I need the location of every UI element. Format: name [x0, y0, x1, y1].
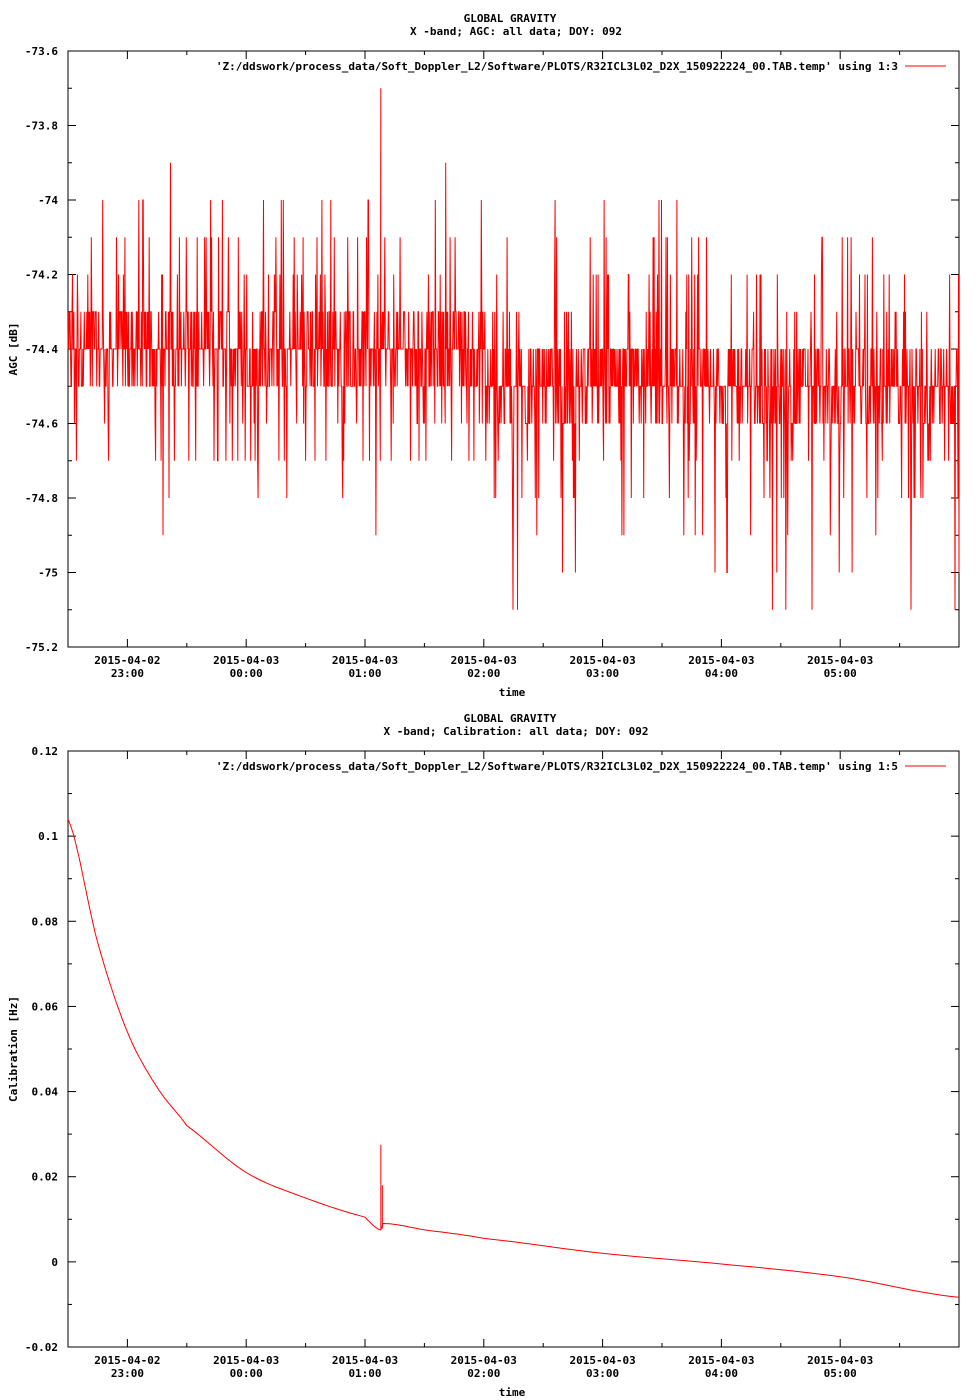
y-tick: -0.02 [25, 1341, 959, 1354]
agc-y-axis-label: AGC [dB] [7, 323, 20, 376]
y-tick: -74.6 [25, 418, 959, 431]
y-tick: 0.1 [38, 830, 959, 843]
x-tick-date-label: 2015-04-03 [332, 654, 398, 667]
x-tick-time-label: 23:00 [111, 1367, 144, 1380]
x-tick-date-label: 2015-04-03 [213, 654, 279, 667]
x-tick-date-label: 2015-04-03 [807, 1354, 873, 1367]
x-tick-date-label: 2015-04-03 [569, 654, 635, 667]
y-tick: 0.02 [32, 1171, 959, 1184]
agc-chart: GLOBAL GRAVITY X -band; AGC: all data; D… [7, 12, 960, 699]
x-tick-date-label: 2015-04-02 [94, 654, 160, 667]
agc-chart-subtitle: X -band; AGC: all data; DOY: 092 [410, 25, 622, 38]
x-tick-date-label: 2015-04-03 [451, 654, 517, 667]
y-tick-label: 0.04 [32, 1086, 59, 1099]
y-tick: 0 [51, 1256, 959, 1269]
x-tick-time-label: 02:00 [467, 667, 500, 680]
y-tick: -75.2 [25, 641, 959, 654]
calibration-chart-subtitle: X -band; Calibration: all data; DOY: 092 [384, 725, 649, 738]
y-tick-label: -74 [38, 194, 58, 207]
x-tick-time-label: 04:00 [705, 1367, 738, 1380]
x-tick-time-label: 00:00 [230, 667, 263, 680]
x-tick-date-label: 2015-04-03 [451, 1354, 517, 1367]
y-tick: -75 [38, 567, 959, 580]
y-tick-label: -0.02 [25, 1341, 58, 1354]
y-tick-label: 0.1 [38, 830, 58, 843]
calibration-x-axis: 2015-04-0223:002015-04-0300:002015-04-03… [67, 751, 901, 1380]
x-tick-time-label: 00:00 [230, 1367, 263, 1380]
y-tick-label: -74.4 [25, 343, 58, 356]
y-tick-label: -74.8 [25, 492, 58, 505]
agc-y-axis: -73.6 -73.8 -74 -74.2 -74.4 -74.6 -74.8 -75 -75.… [25, 45, 959, 654]
agc-data-line [67, 88, 960, 610]
calibration-legend-label: 'Z:/ddswork/process_data/Soft_Doppler_L2… [216, 760, 898, 773]
x-tick-date-label: 2015-04-03 [332, 1354, 398, 1367]
y-tick-label: -73.8 [25, 120, 58, 133]
x-tick-time-label: 03:00 [586, 1367, 619, 1380]
y-tick: -74 [38, 194, 959, 207]
y-tick-label: -74.2 [25, 269, 58, 282]
x-tick-time-label: 01:00 [348, 667, 381, 680]
x-tick-time-label: 23:00 [111, 667, 144, 680]
y-tick-label: -74.6 [25, 418, 58, 431]
y-tick-label: -75.2 [25, 641, 58, 654]
y-tick-label: 0.02 [32, 1171, 59, 1184]
x-tick-date-label: 2015-04-03 [213, 1354, 279, 1367]
y-tick: 0.04 [32, 1086, 959, 1099]
x-tick-time-label: 01:00 [348, 1367, 381, 1380]
calibration-chart-title: GLOBAL GRAVITY [464, 712, 557, 725]
x-tick-time-label: 05:00 [824, 667, 857, 680]
x-tick-date-label: 2015-04-02 [94, 1354, 160, 1367]
x-tick-date-label: 2015-04-03 [688, 654, 754, 667]
y-tick: 0.12 [32, 745, 959, 758]
y-tick-label: -75 [38, 567, 58, 580]
y-tick: -73.6 [25, 45, 959, 58]
calibration-data-line [67, 818, 960, 1298]
agc-series-line [67, 88, 960, 610]
x-tick-date-label: 2015-04-03 [688, 1354, 754, 1367]
y-tick-label: 0.08 [32, 915, 59, 928]
calibration-chart: GLOBAL GRAVITY X -band; Calibration: all… [7, 712, 960, 1399]
y-tick: -73.8 [25, 120, 959, 133]
y-tick: 0.08 [32, 915, 959, 928]
calibration-series-line [67, 818, 960, 1298]
y-tick-label: 0 [51, 1256, 58, 1269]
y-tick-label: 0.12 [32, 745, 59, 758]
calibration-y-axis-label: Calibration [Hz] [7, 996, 20, 1102]
agc-x-axis: 2015-04-0223:002015-04-0300:002015-04-03… [67, 51, 901, 680]
y-tick: -74.2 [25, 269, 959, 282]
y-tick: -74.8 [25, 492, 959, 505]
agc-chart-title: GLOBAL GRAVITY [464, 12, 557, 25]
calibration-x-axis-label: time [499, 1386, 526, 1399]
x-tick-time-label: 05:00 [824, 1367, 857, 1380]
y-tick-label: 0.06 [32, 1000, 59, 1013]
y-tick-label: -73.6 [25, 45, 58, 58]
agc-x-axis-label: time [499, 686, 526, 699]
agc-legend-label: 'Z:/ddswork/process_data/Soft_Doppler_L2… [216, 60, 898, 73]
x-tick-time-label: 02:00 [467, 1367, 500, 1380]
x-tick-date-label: 2015-04-03 [807, 654, 873, 667]
x-tick-time-label: 03:00 [586, 667, 619, 680]
x-tick-date-label: 2015-04-03 [569, 1354, 635, 1367]
calibration-y-axis: 0.12 0.1 0.08 0.06 0.04 0.02 0 -0.02 [25, 745, 959, 1354]
y-tick: 0.06 [32, 1000, 959, 1013]
calibration-plot-frame [67, 750, 960, 1348]
x-tick-time-label: 04:00 [705, 667, 738, 680]
